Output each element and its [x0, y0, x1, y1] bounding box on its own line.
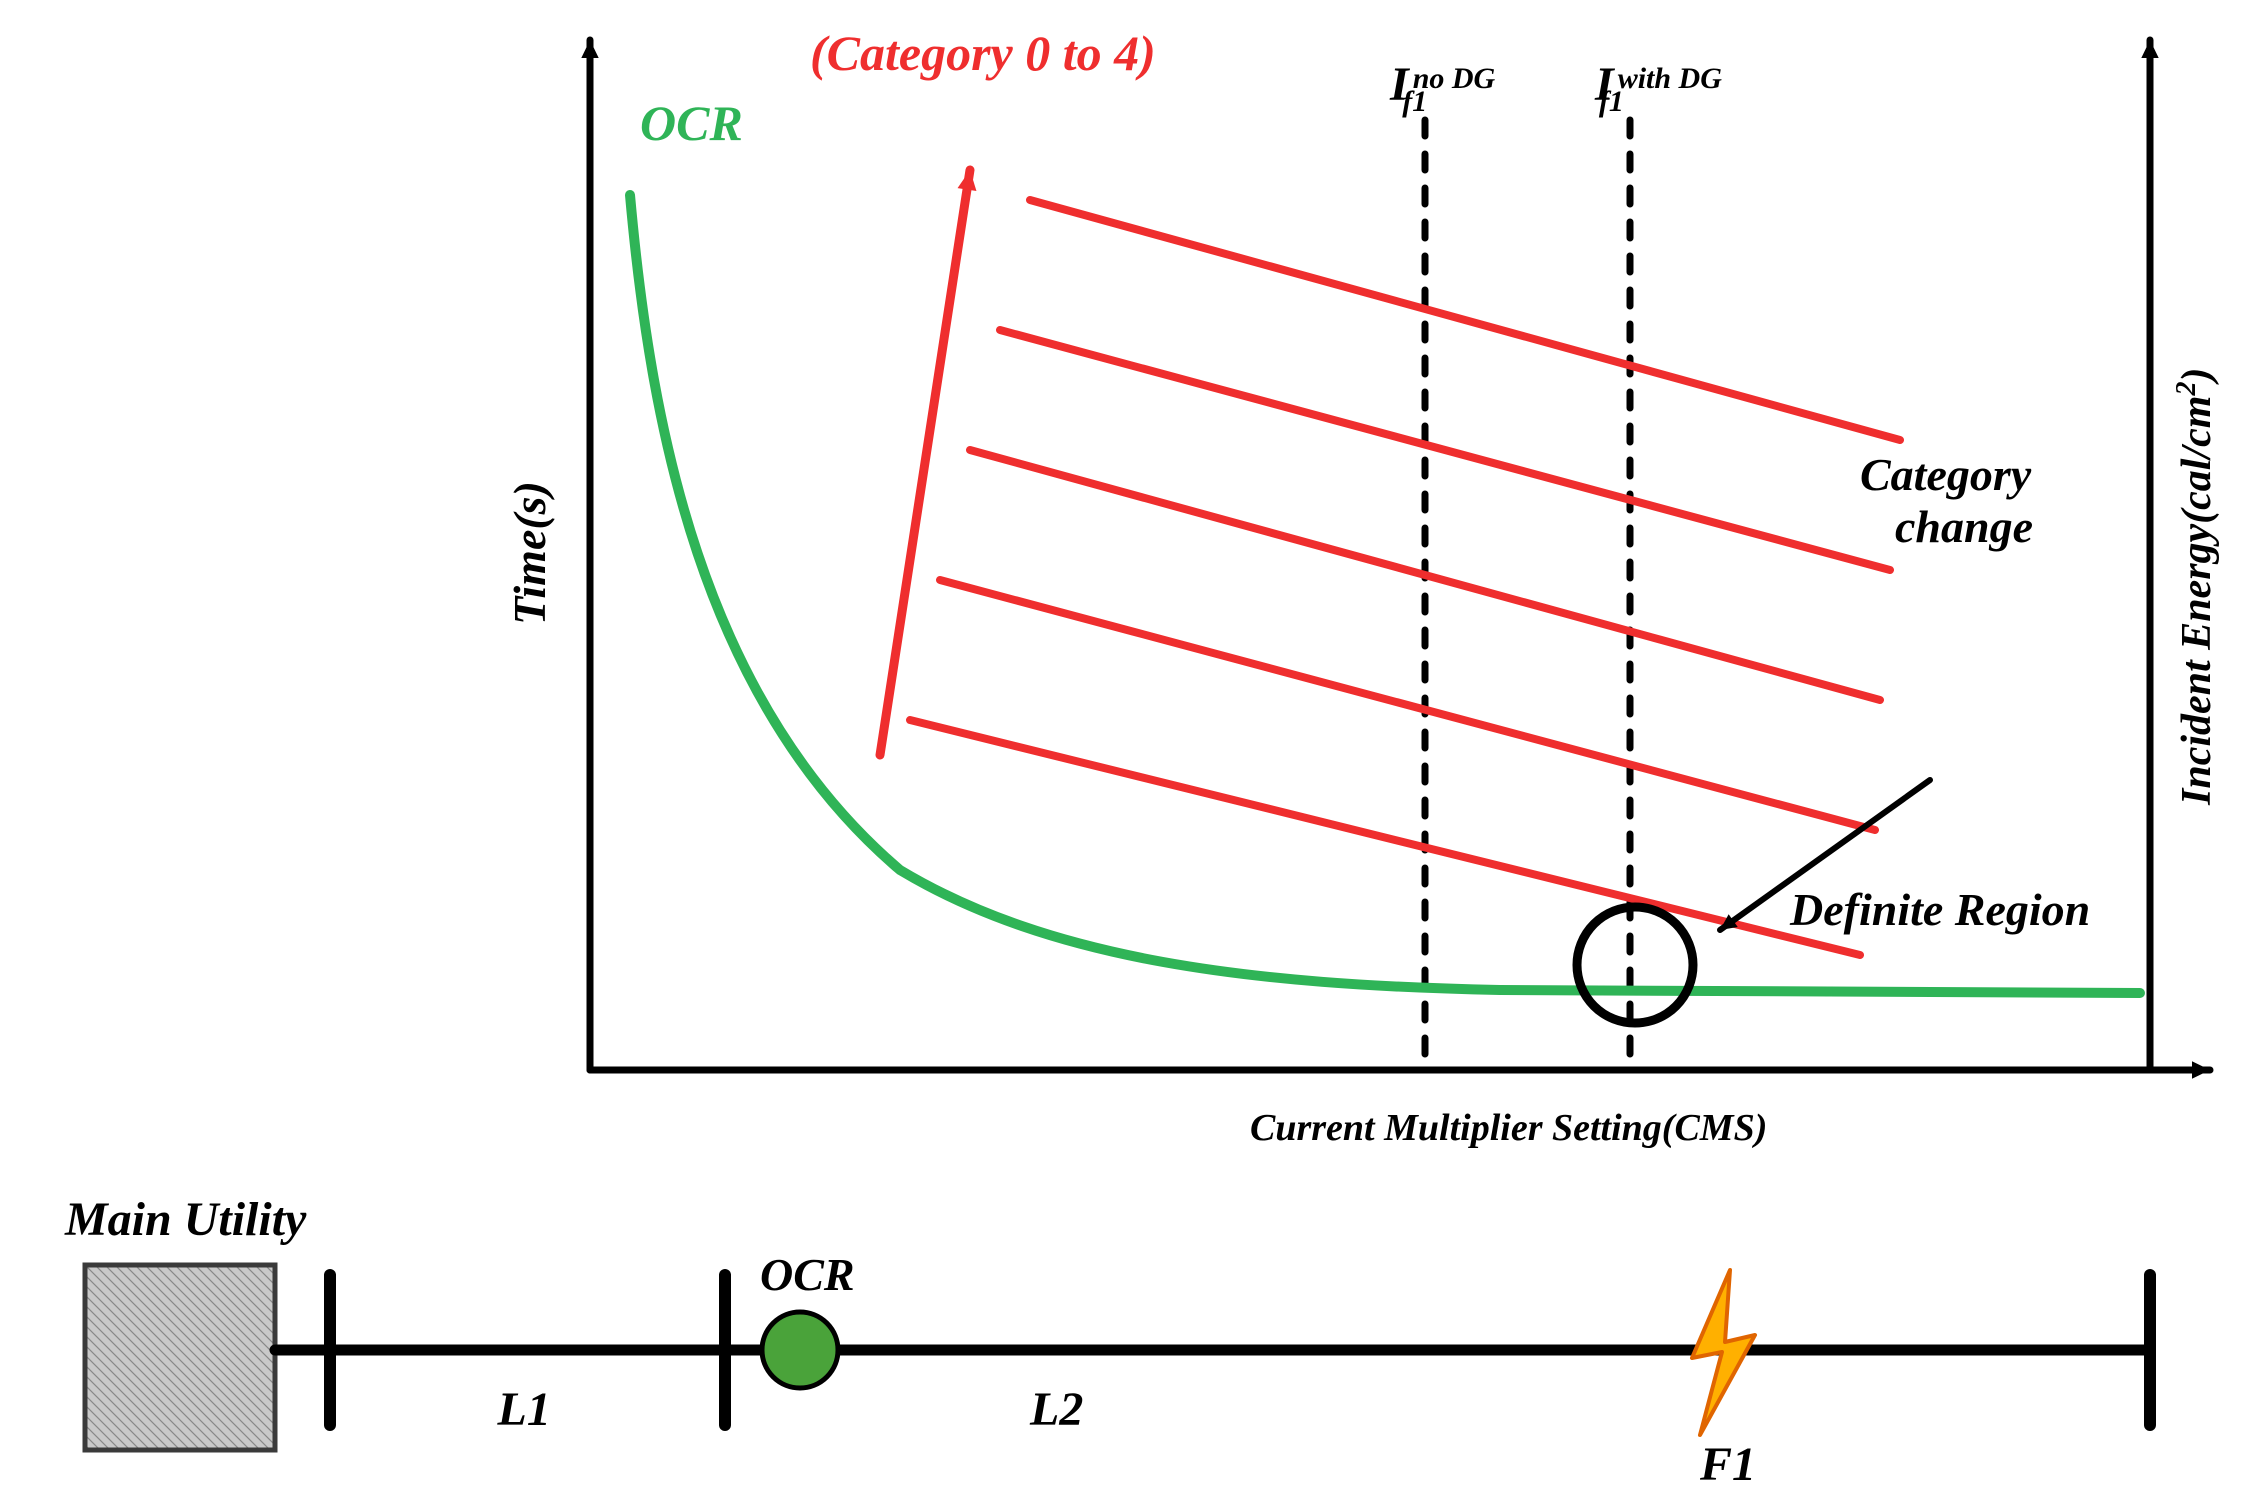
category-line-1 — [940, 580, 1875, 830]
highlight-circle — [1577, 907, 1693, 1023]
category-line-3 — [1000, 330, 1890, 570]
dashed-label-0: Ino DGf1 — [1389, 58, 1496, 118]
ocr-node-label: OCR — [760, 1249, 855, 1300]
y-axis-label: Time(s) — [504, 481, 555, 625]
fault-icon — [1692, 1270, 1755, 1435]
line-L2-label: L2 — [1029, 1383, 1083, 1436]
ocr-node-icon — [762, 1312, 838, 1388]
ocr-curve — [630, 195, 2140, 993]
category-line-4 — [1030, 200, 1900, 440]
dashed-label-1: Iwith DGf1 — [1594, 58, 1722, 118]
main-utility-icon — [85, 1265, 275, 1450]
category-range-label: (Category 0 to 4) — [810, 25, 1156, 81]
y2-axis-label: Incident Energy(cal/cm2) — [2171, 368, 2221, 806]
line-L1-label: L1 — [497, 1383, 551, 1436]
fault-label: F1 — [1699, 1438, 1756, 1491]
x-axis-label: Current Multiplier Setting(CMS) — [1250, 1107, 1767, 1149]
category-line-0 — [910, 720, 1860, 955]
ocr-curve-label: OCR — [640, 95, 743, 151]
definite-region-label: Definite Region — [1789, 884, 2090, 935]
category-change-label: Categorychange — [1860, 449, 2033, 552]
main-utility-label: Main Utility — [64, 1193, 307, 1246]
